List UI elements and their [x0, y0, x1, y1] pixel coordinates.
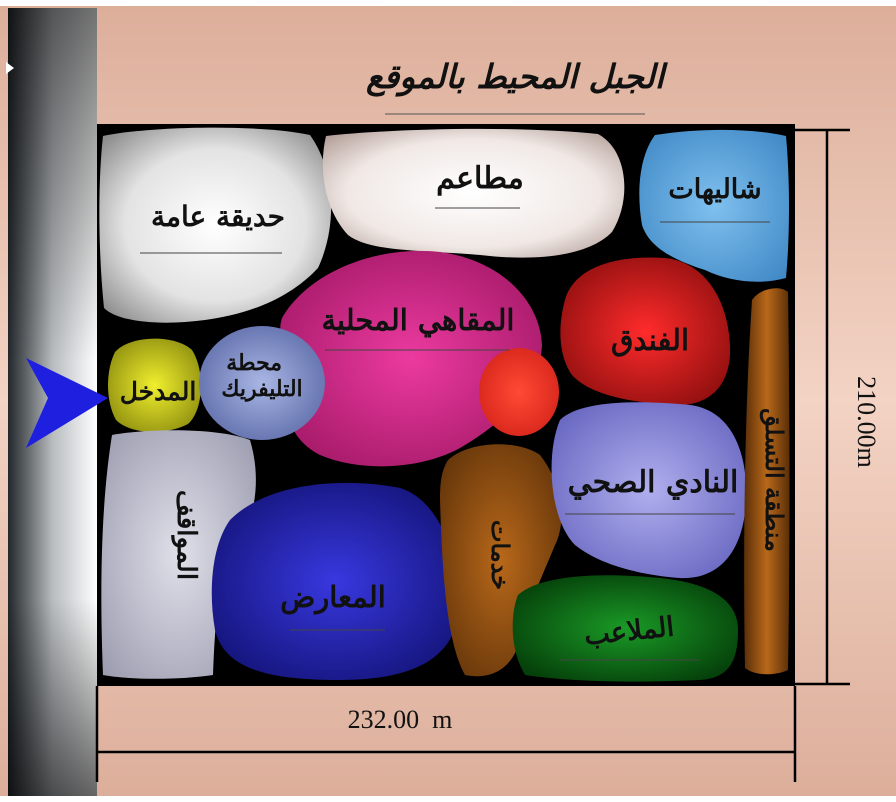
label-hotel: الفندق: [611, 323, 689, 357]
label-cable-car-station-line2: التليفريك: [221, 376, 302, 402]
zone-restaurants: [322, 128, 625, 258]
label-underlines: [140, 207, 770, 661]
zone-hotel: [560, 257, 731, 406]
zone-climbing-area: [744, 288, 790, 675]
zone-playgrounds: [512, 575, 738, 682]
label-entrance: المدخل: [120, 377, 197, 406]
road-edge-marker: [6, 62, 14, 74]
height-dimension: [795, 128, 850, 686]
zone-exhibitions: [211, 482, 459, 680]
zone-chalets: [639, 129, 789, 282]
height-dimension-label: 210.00m: [852, 376, 881, 468]
label-restaurants: مطاعم: [436, 161, 524, 196]
label-cable-car-station-line1: محطة: [226, 350, 282, 376]
zone-services: [440, 444, 562, 677]
label-climbing-area: منطقة التسلق: [759, 408, 789, 552]
width-dimension: [95, 686, 797, 782]
label-chalets: شاليهات: [668, 174, 761, 206]
zone-public-garden: [99, 127, 332, 323]
zone-parking: [101, 430, 256, 679]
zones: [99, 127, 790, 682]
page-margin: [0, 0, 896, 6]
label-health-club: النادي الصحي: [568, 465, 739, 500]
zone-labels: حديقة عامة مطاعم شاليهات المقاهي المحلية…: [120, 161, 789, 652]
zone-health-club: [551, 402, 747, 579]
label-parking: المواقف: [171, 490, 201, 580]
zone-red-circle: [479, 348, 559, 436]
zone-entrance: [108, 338, 201, 432]
label-public-garden: حديقة عامة: [151, 200, 285, 233]
zone-cable-car-station: [199, 326, 325, 440]
label-services: خدمات: [486, 520, 515, 590]
site-title: الجبل المحيط بالموقع: [366, 57, 669, 97]
page-margin-bottom: [0, 796, 896, 802]
width-dimension-label: 232.00 m: [348, 705, 453, 734]
label-local-cafes: المقاهي المحلية: [321, 303, 514, 338]
entrance-arrow-icon: [26, 358, 108, 448]
zone-local-cafes: [280, 250, 542, 467]
label-cable-car-station: محطة التليفريك: [221, 350, 302, 402]
label-exhibitions: المعارض: [280, 580, 386, 615]
